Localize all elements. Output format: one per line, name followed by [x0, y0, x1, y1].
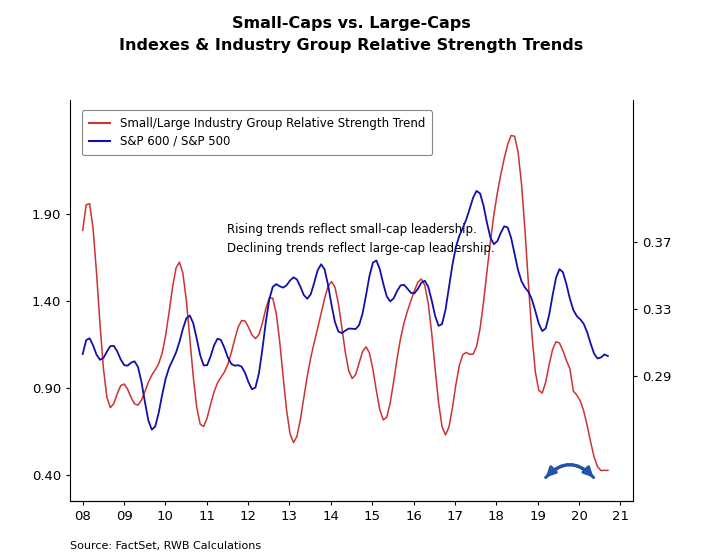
- Legend: Small/Large Industry Group Relative Strength Trend, S&P 600 / S&P 500: Small/Large Industry Group Relative Stre…: [82, 110, 432, 155]
- Text: Indexes & Industry Group Relative Strength Trends: Indexes & Industry Group Relative Streng…: [120, 38, 583, 53]
- Text: Small-Caps vs. Large-Caps: Small-Caps vs. Large-Caps: [232, 16, 471, 31]
- Text: Source: FactSet, RWB Calculations: Source: FactSet, RWB Calculations: [70, 541, 262, 551]
- Text: Rising trends reflect small-cap leadership.
Declining trends reflect large-cap l: Rising trends reflect small-cap leadersh…: [228, 223, 495, 255]
